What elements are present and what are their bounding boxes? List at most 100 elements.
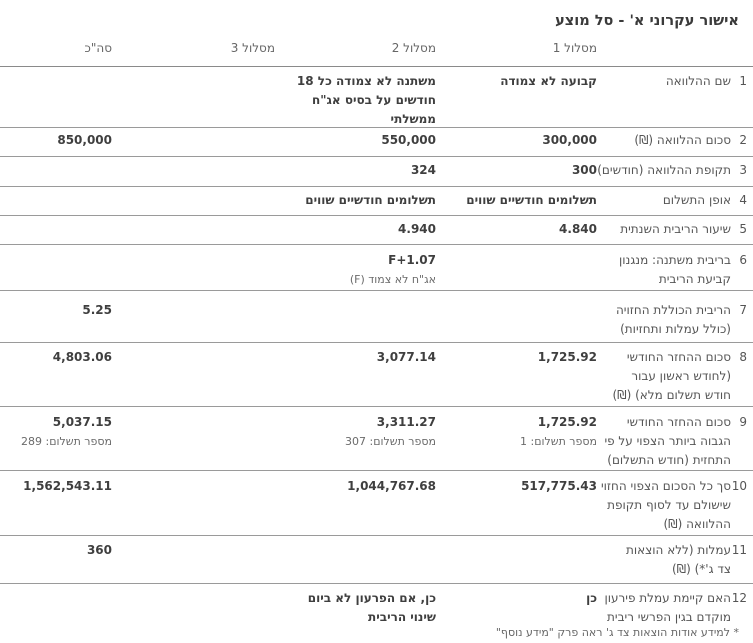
cell-label-line: סך כל הסכום הצפוי החזוי <box>600 479 731 493</box>
cell-t2: 550,000 <box>381 131 436 150</box>
cell-t1-value: כן <box>586 591 597 605</box>
cell-t2-value: 550,000 <box>381 133 436 147</box>
cell-label-line: הגבוה ביותר הצפוי על פי <box>604 434 731 448</box>
cell-label: עמלות (ללא הוצאות צד ג'*) (₪) <box>626 541 731 579</box>
cell-label-line: עמלות (ללא הוצאות <box>625 543 731 557</box>
cell-label: בריבית משתנה: מנגנון קביעת הריבית <box>619 251 731 289</box>
row-number: 6 <box>739 253 747 267</box>
cell-t1: כן <box>586 589 597 608</box>
cell-t2-line: חודשים על בסיס אג"ח <box>312 93 436 107</box>
cell-label: תקופת ההלוואה (חודשים) <box>597 161 731 180</box>
cell-t1-value: 1,725.92 <box>537 350 597 364</box>
row-divider <box>0 290 753 291</box>
cell-t1: 1,725.92 <box>538 348 597 367</box>
cell-label-line: (לחודש ראשון עבור <box>631 369 731 383</box>
cell-total: 360 <box>87 541 112 560</box>
cell-total-value: 5.25 <box>82 303 112 317</box>
row-number: 3 <box>739 163 747 177</box>
cell-t2: F+1.07 אג"ח לא צמוד (F) <box>350 251 436 286</box>
cell-t2: משתנה לא צמודה כל 18 חודשים על בסיס אג"ח מ… <box>297 72 436 129</box>
cell-t2: תשלומים חודשיים שווים <box>305 191 436 210</box>
cell-label-line: בריבית משתנה: מנגנון <box>618 253 731 267</box>
row-number: 1 <box>739 74 747 88</box>
row-divider <box>0 244 753 245</box>
cell-total: 4,803.06 <box>53 348 112 367</box>
cell-label-line: התחזית (חודש התשלום) <box>607 453 731 467</box>
cell-t2: 3,077.14 <box>377 348 436 367</box>
cell-total-value: 850,000 <box>57 133 112 147</box>
cell-t1: 300 <box>572 161 597 180</box>
row-divider <box>0 215 753 216</box>
cell-t1-value: 300 <box>571 163 597 177</box>
payment-number-note: מספר תשלום: 1 <box>520 435 597 448</box>
cell-t1: 1,725.92 מספר תשלום: 1 <box>520 413 597 448</box>
cell-label-line: שיעור הריבית השנתית <box>620 222 731 236</box>
cell-label-line: סכום ההחזר החודשי <box>626 350 731 364</box>
cell-label: שיעור הריבית השנתית <box>620 220 731 239</box>
row-divider <box>0 583 753 584</box>
cell-label-line: ההלוואה (₪) <box>663 517 732 531</box>
cell-t2-line: ממשלתי <box>390 112 436 126</box>
cell-t1: תשלומים חודשיים שווים <box>466 191 597 210</box>
cell-t1-value: 1,725.92 <box>537 415 597 429</box>
cell-label-line: צד ג'*) (₪) <box>672 562 731 576</box>
cell-t2-line: שינוי הריבית <box>368 610 436 624</box>
row-divider <box>0 127 753 128</box>
cell-total: 850,000 <box>57 131 112 150</box>
cell-t2: 324 <box>411 161 436 180</box>
cell-label: סכום ההלוואה (₪) <box>634 131 731 150</box>
cell-t1-value: 517,775.43 <box>521 479 597 493</box>
cell-label-line: שם ההלוואה <box>665 74 731 88</box>
cell-t1-value: 300,000 <box>542 133 597 147</box>
row-number: 4 <box>739 193 747 207</box>
cell-t1-value: קבועה לא צמודה <box>500 74 597 88</box>
cell-label-line: קביעת הריבית <box>658 272 731 286</box>
cell-total: 1,562,543.11 <box>23 477 112 496</box>
column-header-track3: מסלול 3 <box>230 41 275 55</box>
cell-label-line: האם קיימת עמלת פירעון <box>604 591 731 605</box>
cell-label-line: סכום ההחזר החודשי <box>626 415 731 429</box>
cell-t2-line: משתנה לא צמודה כל 18 <box>296 74 436 88</box>
footnote: * למידע אודות הוצאות צד ג' ראה פרק "מידע… <box>495 626 739 639</box>
cell-t2-value: 4.940 <box>398 222 436 236</box>
column-header-total: סה"כ <box>84 41 113 55</box>
row-divider <box>0 342 753 343</box>
row-number: 5 <box>739 222 747 236</box>
row-divider <box>0 156 753 157</box>
row-divider <box>0 535 753 536</box>
row-number: 12 <box>731 591 747 605</box>
cell-t1: 517,775.43 <box>521 477 597 496</box>
row-number: 8 <box>739 350 747 364</box>
cell-label: סך כל הסכום הצפוי החזוי שישולם עד לסוף תק… <box>601 477 731 534</box>
cell-label-line: סכום ההלוואה (₪) <box>634 133 731 147</box>
payment-number-note: מספר תשלום: 289 <box>21 435 112 448</box>
cell-t2-value: 3,311.27 <box>376 415 436 429</box>
cell-total-value: 4,803.06 <box>52 350 112 364</box>
cell-label-line: מוקדם בגין הפרשי ריבית <box>607 610 731 624</box>
payment-number-note: מספר תשלום: 307 <box>345 435 436 448</box>
cell-t2: 1,044,767.68 <box>347 477 436 496</box>
cell-t1: 300,000 <box>542 131 597 150</box>
cell-total-value: 5,037.15 <box>52 415 112 429</box>
cell-t2-value: 324 <box>410 163 436 177</box>
cell-label: סכום ההחזר החודשי הגבוה ביותר הצפוי על פי… <box>604 413 731 470</box>
cell-total: 5.25 <box>82 301 112 320</box>
row-number: 11 <box>731 543 747 557</box>
cell-label-line: תקופת ההלוואה (חודשים) <box>597 163 731 177</box>
payment-number-note: אג"ח לא צמוד (F) <box>349 273 436 286</box>
cell-t2-line: כן, אם הפרעון לא ביום <box>307 591 436 605</box>
row-number: 10 <box>731 479 747 493</box>
cell-label-line: שישולם עד לסוף תקופת <box>607 498 731 512</box>
cell-t1-value: 4.840 <box>559 222 597 236</box>
row-divider <box>0 186 753 187</box>
cell-t2: 3,311.27 מספר תשלום: 307 <box>345 413 436 448</box>
header-divider <box>0 66 753 67</box>
cell-label-line: חודש תשלום מלא) (₪) <box>612 388 732 402</box>
cell-label-line: הריבית הכוללת החזויה <box>615 303 731 317</box>
cell-label-line: אופן התשלום <box>662 193 731 207</box>
cell-t2-value: F+1.07 <box>388 253 436 267</box>
page-title: אישור עקרוני א' - סל מוצע <box>555 13 739 29</box>
row-number: 2 <box>739 133 747 147</box>
cell-label: הריבית הכוללת החזויה (כולל עמלות ותחזיות) <box>616 301 731 339</box>
cell-t2: כן, אם הפרעון לא ביום שינוי הריבית <box>308 589 436 627</box>
